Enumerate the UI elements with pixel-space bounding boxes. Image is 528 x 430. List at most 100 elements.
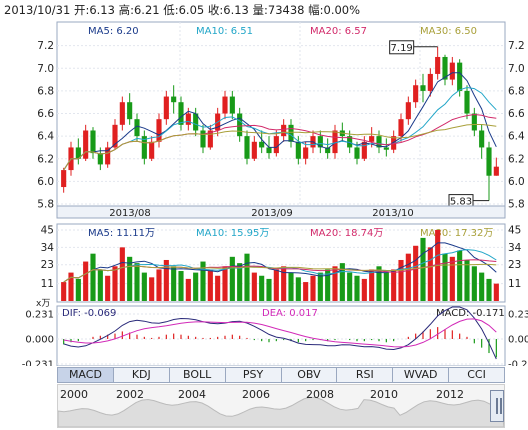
tab-psy[interactable]: PSY [226, 368, 282, 382]
price-tick-label-right: 6.0 [508, 176, 525, 188]
time-navigator[interactable]: 2000 2002 2004 2006 2008 2010 2012 [57, 384, 505, 428]
price-tick-label: 6.8 [37, 85, 54, 97]
candle-body [354, 147, 360, 159]
high-label: 高: [118, 3, 134, 17]
tab-obv[interactable]: OBV [282, 368, 338, 382]
candle-body [83, 130, 89, 159]
volume-bars [61, 230, 499, 301]
volume-bar [486, 278, 492, 301]
high-value: 6.21 [133, 3, 160, 17]
volume-bar [369, 269, 375, 301]
volume-bar [442, 253, 448, 301]
volume-tick-label-right: 34 [508, 242, 522, 254]
candle-body [61, 170, 67, 188]
volume-bar [449, 256, 455, 301]
volume-bar [229, 256, 235, 301]
macd-tick-label-right: -0.231 [508, 360, 528, 367]
candle-body [361, 141, 367, 159]
tab-boll[interactable]: BOLL [170, 368, 226, 382]
price-tick-label: 6.2 [37, 153, 54, 165]
candle-body [75, 147, 81, 159]
price-tick-label: 6.4 [37, 131, 54, 143]
ma-legend-label: MA5: 6.20 [88, 26, 139, 37]
candle-body [457, 62, 463, 91]
candle-body [295, 141, 301, 159]
candle-body [156, 119, 162, 142]
volume-label: 量: [252, 3, 268, 17]
candle-body [273, 136, 279, 154]
volume-ma-line [63, 263, 497, 283]
price-tick-label: 6.0 [37, 176, 54, 188]
volume-bar [347, 272, 353, 301]
volume-bar [398, 259, 404, 301]
candle-body [105, 147, 111, 165]
candle-body [493, 166, 499, 176]
min-marker-label: 5.83 [450, 197, 472, 208]
volume-tick-label: 34 [41, 242, 55, 254]
candle-body [479, 130, 485, 148]
indicator-tabs: MACD KDJ BOLL PSY OBV RSI WVAD CCI [57, 367, 505, 383]
price-tick-label: 7.0 [37, 63, 54, 75]
volume-bar [391, 269, 397, 301]
price-tick-label-right: 6.8 [508, 85, 525, 97]
candle-body [237, 113, 243, 137]
candle-body [200, 130, 206, 148]
price-tick-label-right: 6.2 [508, 153, 525, 165]
candle-body [119, 102, 125, 125]
volume-bar [61, 282, 67, 301]
candle-body [178, 102, 184, 125]
volume-bar [493, 283, 499, 301]
volume-bar [427, 247, 433, 301]
candle-body [405, 102, 411, 120]
volume-bar [134, 263, 140, 301]
volume-bar [75, 278, 81, 301]
ma-line [63, 124, 497, 171]
navigator-range-handle[interactable] [490, 390, 504, 422]
volume-bar [156, 269, 162, 301]
price-tick-label: 6.6 [37, 108, 54, 120]
candle-body [464, 90, 470, 114]
candle-body [112, 124, 118, 148]
volume-bar [178, 271, 184, 301]
volume-tick-label-right: 45 [508, 225, 521, 237]
candle-body [449, 62, 455, 80]
volume-bar [207, 269, 213, 301]
volume-bar [68, 272, 74, 301]
tab-wvad[interactable]: WVAD [393, 368, 450, 382]
tab-kdj[interactable]: KDJ [114, 368, 170, 382]
candle-body [222, 96, 228, 114]
tab-rsi[interactable]: RSI [337, 368, 394, 382]
volume-bar [354, 275, 360, 301]
candle-body [442, 56, 448, 80]
volume-value: 73438 [267, 3, 305, 17]
candle-body [427, 73, 433, 91]
volume-bar [105, 275, 111, 301]
candle-body [171, 96, 177, 103]
price-tick-label-right: 5.8 [508, 199, 525, 211]
volume-bar [127, 256, 133, 301]
price-tick-label-right: 7.0 [508, 63, 525, 75]
tab-macd[interactable]: MACD [58, 368, 114, 382]
candle-body [97, 153, 103, 165]
dea-line [63, 318, 497, 348]
dif-label: DIF: -0.069 [62, 308, 116, 319]
volume-ma-legend-label: MA20: 18.74万 [310, 228, 383, 239]
candle-body [332, 130, 338, 154]
candle-body [325, 147, 331, 154]
tab-cci[interactable]: CCI [467, 368, 486, 381]
navigator-sparkline [58, 396, 504, 427]
volume-bar [215, 275, 221, 301]
volume-bar [332, 266, 338, 301]
ma-legend-label: MA10: 6.51 [196, 26, 253, 37]
volume-unit-label: x万 [36, 299, 50, 309]
quote-header: 2013/10/31 开:6.13 高:6.21 低:6.05 收:6.13 量… [4, 2, 360, 18]
date-axis-label: 2013/10 [372, 208, 414, 219]
volume-ma-lines [63, 242, 497, 283]
volume-bar [273, 269, 279, 301]
close-label: 收: [207, 3, 224, 17]
open-value: 6.13 [89, 3, 115, 17]
candle-body [266, 147, 272, 154]
volume-bar [141, 272, 147, 301]
volume-ma-legend-label: MA10: 15.95万 [196, 228, 269, 239]
volume-ma-legend: MA5: 11.11万 MA10: 15.95万 MA20: 18.74万 MA30:… [88, 228, 493, 239]
